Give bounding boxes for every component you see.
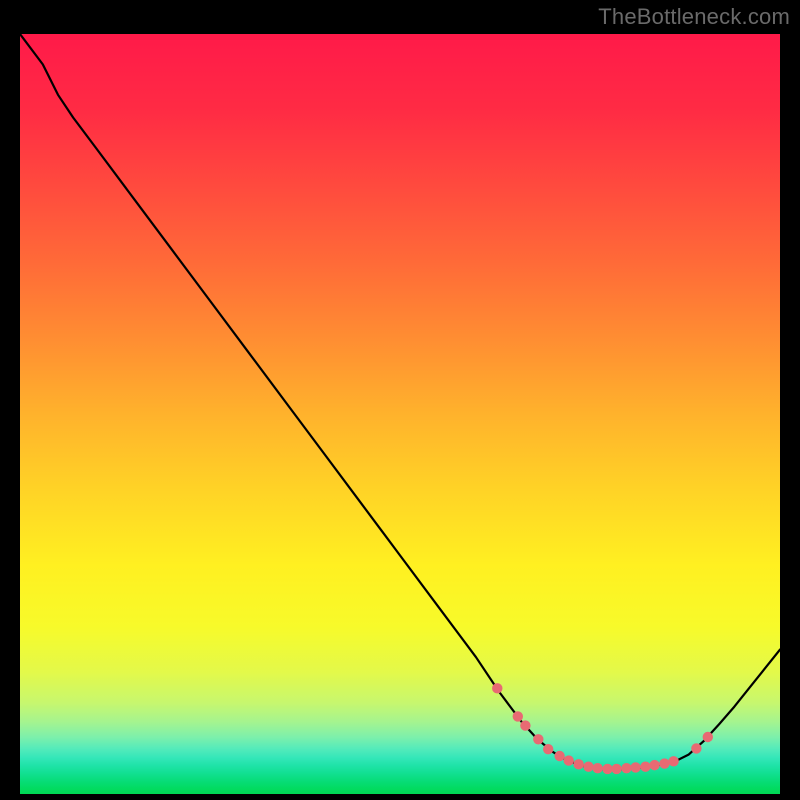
curve-marker (543, 744, 553, 754)
curve-marker (640, 761, 650, 771)
curve-marker (564, 755, 574, 765)
curve-marker (611, 764, 621, 774)
curve-marker (533, 734, 543, 744)
chart-frame: TheBottleneck.com (0, 0, 800, 800)
curve-marker (668, 756, 678, 766)
curve-marker (602, 764, 612, 774)
bottleneck-curve-chart (20, 34, 780, 794)
curve-marker (592, 763, 602, 773)
curve-marker (583, 761, 593, 771)
attribution-label: TheBottleneck.com (598, 4, 790, 30)
curve-marker (554, 751, 564, 761)
curve-marker (630, 762, 640, 772)
curve-marker (703, 732, 713, 742)
curve-marker (649, 760, 659, 770)
curve-marker (659, 758, 669, 768)
curve-marker (691, 743, 701, 753)
gradient-background (20, 34, 780, 794)
curve-marker (492, 683, 502, 693)
curve-marker (513, 711, 523, 721)
curve-marker (621, 763, 631, 773)
curve-marker (573, 759, 583, 769)
curve-marker (520, 720, 530, 730)
